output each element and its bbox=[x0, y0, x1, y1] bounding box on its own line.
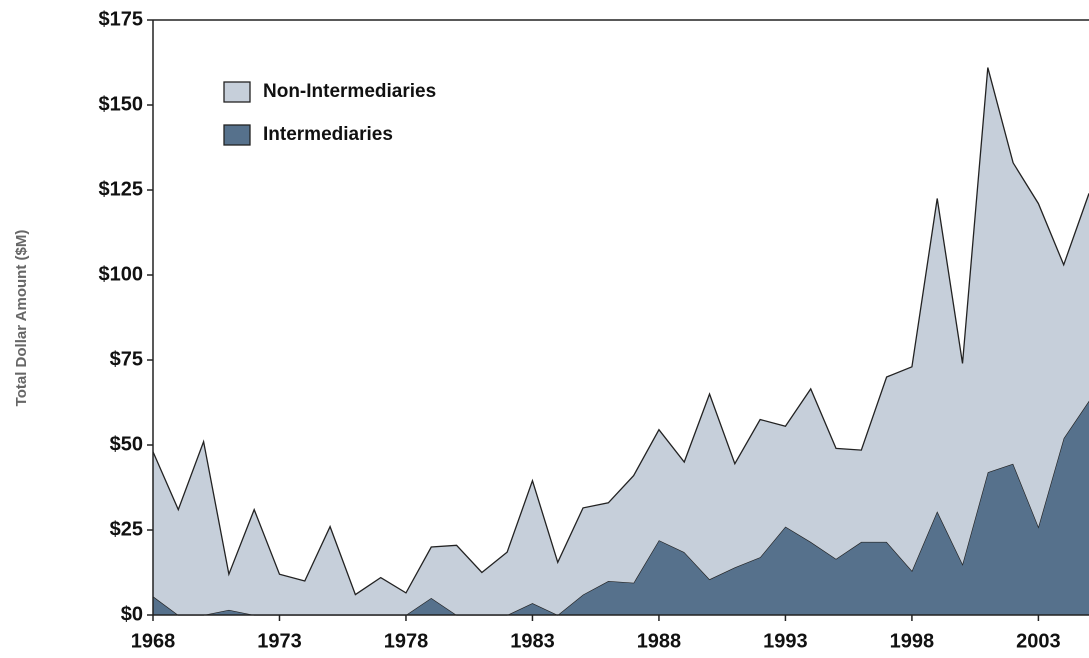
x-tick-label: 1988 bbox=[637, 630, 682, 652]
x-tick-label: 1983 bbox=[510, 630, 555, 652]
legend-swatch bbox=[223, 81, 251, 103]
area-outline bbox=[152, 67, 1089, 596]
area bbox=[153, 67, 1089, 616]
x-tick-label: 1968 bbox=[131, 630, 176, 652]
legend-label: Intermediaries bbox=[263, 124, 393, 145]
legend-label: Non-Intermediaries bbox=[263, 81, 436, 102]
y-tick-label: $25 bbox=[110, 518, 143, 540]
x-tick-label: 1998 bbox=[890, 630, 935, 652]
y-tick-label: $125 bbox=[99, 178, 144, 200]
x-tick-label: 1978 bbox=[384, 630, 429, 652]
y-tick-label: $175 bbox=[99, 8, 144, 30]
area bbox=[153, 400, 1089, 615]
y-tick-label: $0 bbox=[121, 603, 143, 625]
legend-swatch bbox=[223, 124, 251, 146]
y-tick-label: $100 bbox=[99, 263, 144, 285]
y-axis-label: Total Dollar Amount ($M) bbox=[13, 230, 30, 407]
y-tick-label: $75 bbox=[110, 348, 143, 370]
x-tick-label: 1973 bbox=[257, 630, 302, 652]
x-tick-label: 1993 bbox=[763, 630, 808, 652]
x-tick-label: 2003 bbox=[1016, 630, 1061, 652]
y-tick-label: $50 bbox=[110, 433, 143, 455]
y-tick-label: $150 bbox=[99, 93, 144, 115]
